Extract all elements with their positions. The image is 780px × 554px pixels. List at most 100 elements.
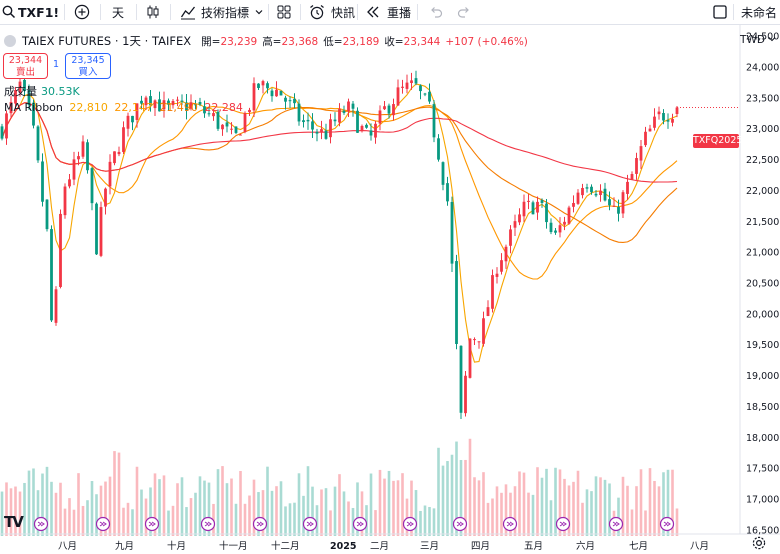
volume-bar (207, 482, 211, 536)
chart-type-button[interactable] (145, 0, 161, 24)
volume-bar (293, 502, 296, 536)
volume-bar (153, 473, 157, 536)
undo-button[interactable] (428, 0, 444, 24)
compare-symbol-button[interactable] (74, 0, 90, 24)
candle-body (131, 115, 134, 123)
candle-body (9, 102, 13, 114)
event-marker-icon[interactable] (608, 516, 624, 532)
event-marker-icon[interactable] (33, 516, 49, 532)
event-marker-icon[interactable] (502, 516, 518, 532)
candle-body (230, 128, 233, 130)
volume-bar (59, 482, 62, 536)
candle-body (626, 181, 629, 194)
event-marker-arrow (509, 521, 514, 527)
symbol-search-button[interactable]: TXF1! (2, 0, 59, 24)
volume-bar (0, 491, 4, 536)
volume-bar (378, 469, 382, 536)
replay-label: 重播 (387, 5, 412, 20)
chart-settings-button[interactable] (751, 535, 767, 551)
volume-bar (297, 473, 301, 536)
price-tick-label: 17,000 (746, 494, 779, 505)
undo-icon (428, 4, 444, 20)
event-marker-icon[interactable] (200, 516, 216, 532)
price-tick-label: 23,500 (746, 93, 779, 104)
replay-button[interactable]: 重播 (365, 0, 411, 24)
event-marker-icon[interactable] (555, 516, 571, 532)
high-label: 高= (262, 35, 282, 48)
volume-bar (581, 502, 584, 536)
candle-body (527, 200, 530, 202)
buy-button[interactable]: 23,345 買入 (65, 53, 111, 79)
layout-grid-button[interactable] (276, 0, 292, 24)
last-price-tag: TXFQ2025 (693, 134, 743, 148)
candle-body (351, 103, 355, 109)
indicator-templates-button[interactable] (254, 0, 264, 24)
candle-body (153, 100, 157, 109)
tradingview-logo-icon[interactable]: TV (4, 513, 24, 531)
candle-body (648, 128, 652, 132)
alert-button[interactable]: 快訊 (309, 0, 355, 24)
volume-bar (347, 501, 350, 536)
volume-bar (36, 490, 40, 536)
sell-button[interactable]: 23,344 賣出 (3, 53, 48, 79)
volume-bar (626, 485, 629, 536)
event-marker-icon[interactable] (659, 516, 675, 532)
volume-bar (401, 473, 404, 536)
volume-bar (288, 503, 292, 536)
volume-legend[interactable]: 成交量 30.53K (4, 83, 80, 99)
candle-body (608, 199, 611, 206)
chart-pane[interactable]: 24,500 24,000 23,500 23,000 22,500 22,000 21,5… (0, 25, 780, 554)
volume-bar (81, 505, 85, 536)
event-marker-icon[interactable] (95, 516, 111, 532)
candle-body (338, 109, 341, 123)
volume-bar (671, 469, 674, 536)
candle-body (621, 192, 625, 214)
event-marker-icon[interactable] (452, 516, 468, 532)
candle-body (558, 225, 562, 233)
price-tick-label: 19,000 (746, 371, 779, 382)
volume-bar (122, 507, 125, 536)
volume-bar (527, 492, 530, 536)
event-marker-arrow (666, 521, 671, 527)
event-marker-arrow (204, 521, 209, 527)
candle-body (518, 214, 521, 223)
candle-body (311, 121, 314, 130)
candle-body (185, 102, 188, 111)
candle-body (0, 126, 4, 139)
ma-ribbon-legend[interactable]: MA Ribbon 22,810 22,147 21,490 22,284 (4, 101, 246, 114)
volume-bar (185, 507, 188, 536)
event-marker-arrow (663, 521, 668, 527)
candle-body (252, 83, 256, 111)
event-marker-icon[interactable] (252, 516, 268, 532)
price-tick-label: 18,000 (746, 433, 779, 444)
candle-body (464, 375, 467, 414)
layout-name-button[interactable]: 未命名 (741, 5, 778, 20)
event-marker-arrow (562, 521, 567, 527)
event-marker-icon[interactable] (352, 516, 368, 532)
ma-value-2: 22,147 (114, 101, 153, 114)
rewind-icon (365, 4, 381, 20)
interval-button[interactable]: 天 (112, 5, 125, 20)
candle-body (36, 126, 40, 161)
event-marker-icon[interactable] (302, 516, 318, 532)
candle-body (486, 307, 490, 317)
price-chart[interactable]: 24,500 24,000 23,500 23,000 22,500 22,000 21,5… (0, 25, 780, 554)
fullscreen-button[interactable] (712, 0, 728, 24)
volume-bar (32, 468, 35, 536)
volume-bar (653, 480, 656, 536)
event-marker-icon[interactable] (402, 516, 418, 532)
redo-button[interactable] (456, 0, 472, 24)
event-marker-icon[interactable] (144, 516, 160, 532)
candle-body (72, 159, 76, 180)
toolbar-divider (268, 4, 269, 20)
event-marker-arrow (207, 521, 212, 527)
volume-bar (540, 477, 544, 536)
event-marker-arrow (40, 521, 45, 527)
currency-selector[interactable]: TWD (738, 30, 778, 50)
candle-body (662, 112, 665, 121)
volume-bar (396, 480, 400, 536)
candle-body (158, 99, 161, 112)
candle-body (594, 193, 598, 196)
candle-body (95, 203, 98, 255)
indicators-button[interactable]: 技術指標 (180, 0, 249, 24)
